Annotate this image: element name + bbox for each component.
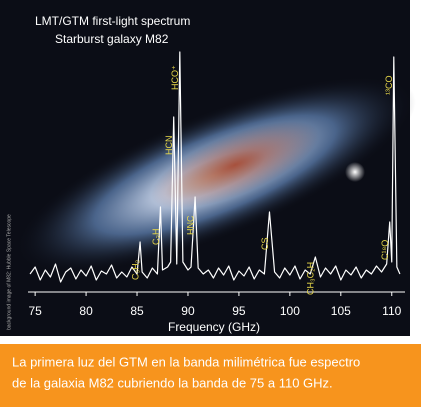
- line-label: HNC: [185, 215, 195, 235]
- caption-box: [0, 344, 421, 407]
- chart-subtitle: Starburst galaxy M82: [55, 32, 169, 46]
- line-label: CH₃C₂H: [306, 262, 316, 295]
- galaxy-dust: [150, 121, 320, 209]
- x-tick-label: 80: [79, 304, 93, 318]
- line-label: ¹³CO: [384, 76, 394, 96]
- line-label: C₃H₂: [130, 259, 140, 280]
- line-label: C₂H: [151, 229, 161, 246]
- line-label: CS: [260, 237, 270, 250]
- x-tick-label: 90: [181, 304, 195, 318]
- x-tick-label: 100: [280, 304, 300, 318]
- caption-line: de la galaxia M82 cubriendo la banda de …: [12, 375, 333, 390]
- image-credit: background image of M82: Hubble Space Te…: [6, 214, 12, 330]
- star: [345, 162, 365, 182]
- x-tick-label: 95: [232, 304, 246, 318]
- x-tick-label: 85: [130, 304, 144, 318]
- x-tick-label: 110: [382, 304, 401, 318]
- chart-title: LMT/GTM first-light spectrum: [35, 14, 190, 28]
- line-label: HCO⁺: [170, 65, 180, 90]
- x-tick-label: 75: [28, 304, 42, 318]
- line-label: HCN: [164, 136, 174, 156]
- line-label: C¹⁸O: [380, 240, 390, 260]
- x-axis-label: Frequency (GHz): [168, 320, 260, 334]
- x-tick-label: 105: [331, 304, 351, 318]
- spectrum-line: [29, 51, 401, 283]
- caption-line: La primera luz del GTM en la banda milim…: [12, 354, 360, 369]
